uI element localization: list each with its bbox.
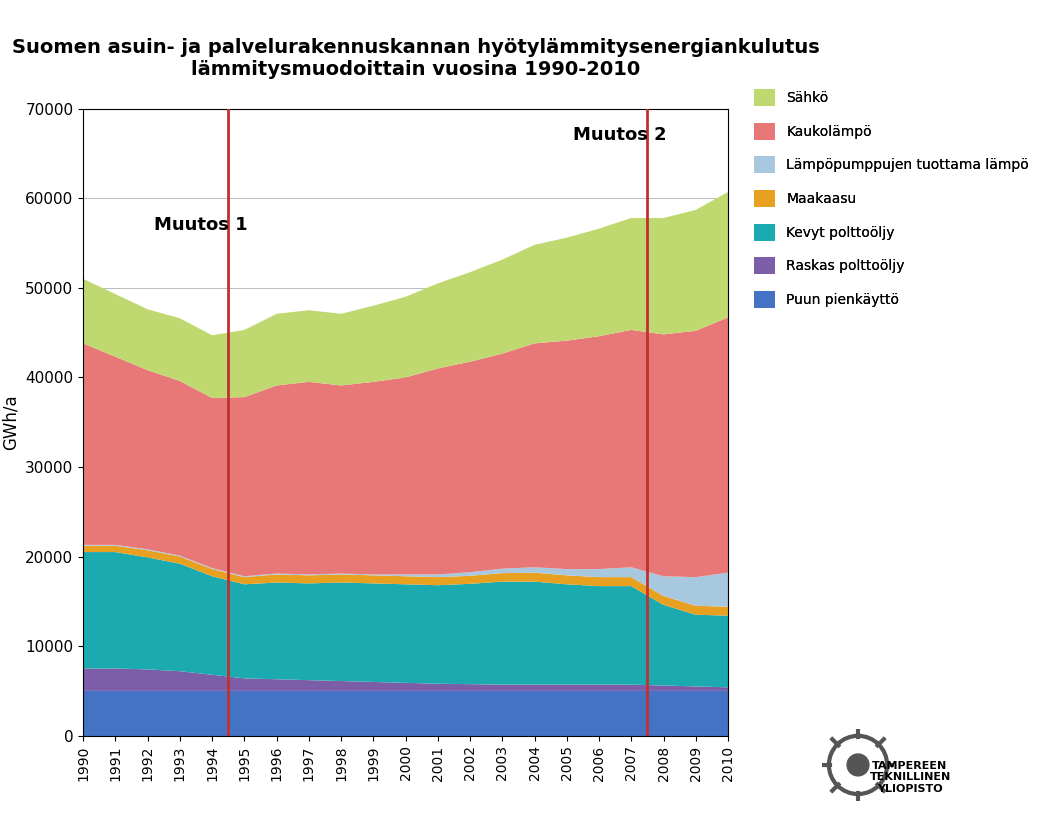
Text: Muutos 2: Muutos 2 xyxy=(573,126,667,144)
Circle shape xyxy=(848,754,869,776)
Legend: Sähkö, Kaukolämpö, Lämpöpumppujen tuottama lämpö, Maakaasu, Kevyt polttoöljy, Ra: Sähkö, Kaukolämpö, Lämpöpumppujen tuotta… xyxy=(749,84,1035,314)
Text: TAMPEREEN
TEKNILLINEN
YLIOPISTO: TAMPEREEN TEKNILLINEN YLIOPISTO xyxy=(869,761,951,794)
Y-axis label: GWh/a: GWh/a xyxy=(2,395,20,450)
Text: Muutos 1: Muutos 1 xyxy=(154,216,248,233)
Text: Suomen asuin- ja palvelurakennuskannan hyötylämmitysenergiankulutus
lämmitysmuod: Suomen asuin- ja palvelurakennuskannan h… xyxy=(12,38,820,79)
